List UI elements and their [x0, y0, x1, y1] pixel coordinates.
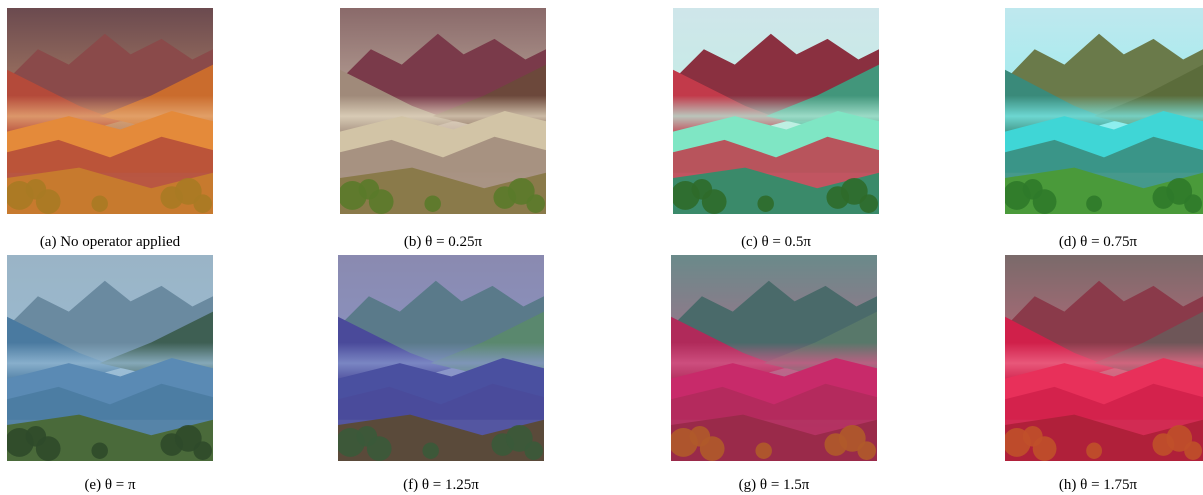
caption-d: (d) θ = 0.75π: [1058, 234, 1138, 250]
caption-c: (c) θ = 0.5π: [741, 234, 811, 250]
landscape-illustration: [1005, 8, 1203, 214]
caption-b: (b) θ = 0.25π: [403, 234, 483, 250]
figure-image-h: [1005, 255, 1203, 461]
caption-e: (e) θ = π: [84, 477, 136, 493]
landscape-illustration: [7, 8, 213, 214]
figure-image-b: [340, 8, 546, 214]
caption-g: (g) θ = 1.5π: [738, 477, 810, 493]
figure-image-g: [671, 255, 877, 461]
landscape-illustration: [1005, 255, 1203, 461]
caption-f: (f) θ = 1.25π: [403, 477, 479, 493]
figure-image-a: [7, 8, 213, 214]
landscape-illustration: [340, 8, 546, 214]
caption-a: (a) No operator applied: [39, 234, 181, 250]
figure-image-d: [1005, 8, 1203, 214]
caption-h: (h) θ = 1.75π: [1058, 477, 1138, 493]
figure-image-f: [338, 255, 544, 461]
landscape-illustration: [671, 255, 877, 461]
landscape-illustration: [338, 255, 544, 461]
figure-image-c: [673, 8, 879, 214]
landscape-illustration: [7, 255, 213, 461]
landscape-illustration: [673, 8, 879, 214]
figure-image-e: [7, 255, 213, 461]
